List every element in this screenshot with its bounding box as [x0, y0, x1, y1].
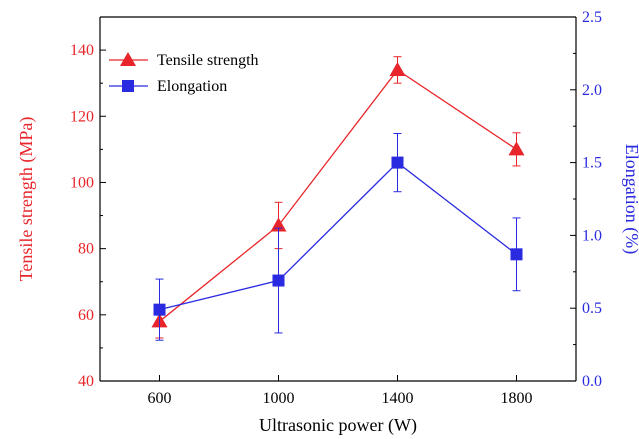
right-y-tick-label: 1.0: [582, 227, 602, 244]
data-point: [508, 141, 525, 156]
left-y-tick-label: 140: [70, 42, 94, 59]
legend-entry: Tensile strength: [109, 52, 259, 69]
series-layer: [151, 56, 525, 341]
right-y-tick-label: 0.5: [582, 300, 602, 317]
left-y-tick-label: 100: [70, 174, 94, 191]
left-y-tick-label: 40: [78, 373, 94, 390]
right-y-tick-label: 2.5: [582, 9, 602, 26]
x-axis: 600 1000 1400 1800: [148, 375, 533, 407]
x-axis-title: Ultrasonic power (W): [259, 415, 417, 436]
x-tick-label: 1400: [382, 390, 414, 407]
data-point: [510, 248, 523, 261]
left-y-axis: 40 60 80 100 120 140: [70, 42, 106, 390]
series-line: [159, 69, 517, 322]
left-y-axis-title: Tensile strength (MPa): [16, 117, 37, 282]
data-point: [391, 156, 404, 169]
series-line: [159, 161, 517, 311]
right-y-tick-label: 0.0: [582, 373, 602, 390]
data-point: [153, 303, 166, 316]
legend-label: Elongation: [157, 78, 227, 95]
legend-marker: [122, 80, 134, 92]
right-y-axis-title: Elongation (%): [621, 144, 639, 254]
x-tick-label: 1000: [263, 390, 295, 407]
legend: Tensile strength Elongation: [109, 52, 259, 95]
legend-label: Tensile strength: [157, 52, 259, 69]
right-y-tick-label: 1.5: [582, 155, 602, 172]
data-point: [389, 61, 406, 76]
data-point: [272, 274, 285, 287]
left-y-tick-label: 120: [70, 108, 94, 125]
right-y-axis: 0.0 0.5 1.0 1.5 2.0 2.5: [570, 9, 602, 390]
plot-frame: [99, 16, 577, 382]
right-y-tick-label: 2.0: [582, 82, 602, 99]
left-y-tick-label: 80: [78, 241, 94, 258]
legend-marker: [120, 52, 136, 66]
legend-entry: Elongation: [109, 78, 227, 95]
x-tick-label: 1800: [501, 390, 533, 407]
series-elongation: [153, 132, 523, 341]
left-y-tick-label: 60: [78, 307, 94, 324]
series-tensile-strength: [151, 56, 525, 339]
x-tick-label: 600: [148, 390, 172, 407]
